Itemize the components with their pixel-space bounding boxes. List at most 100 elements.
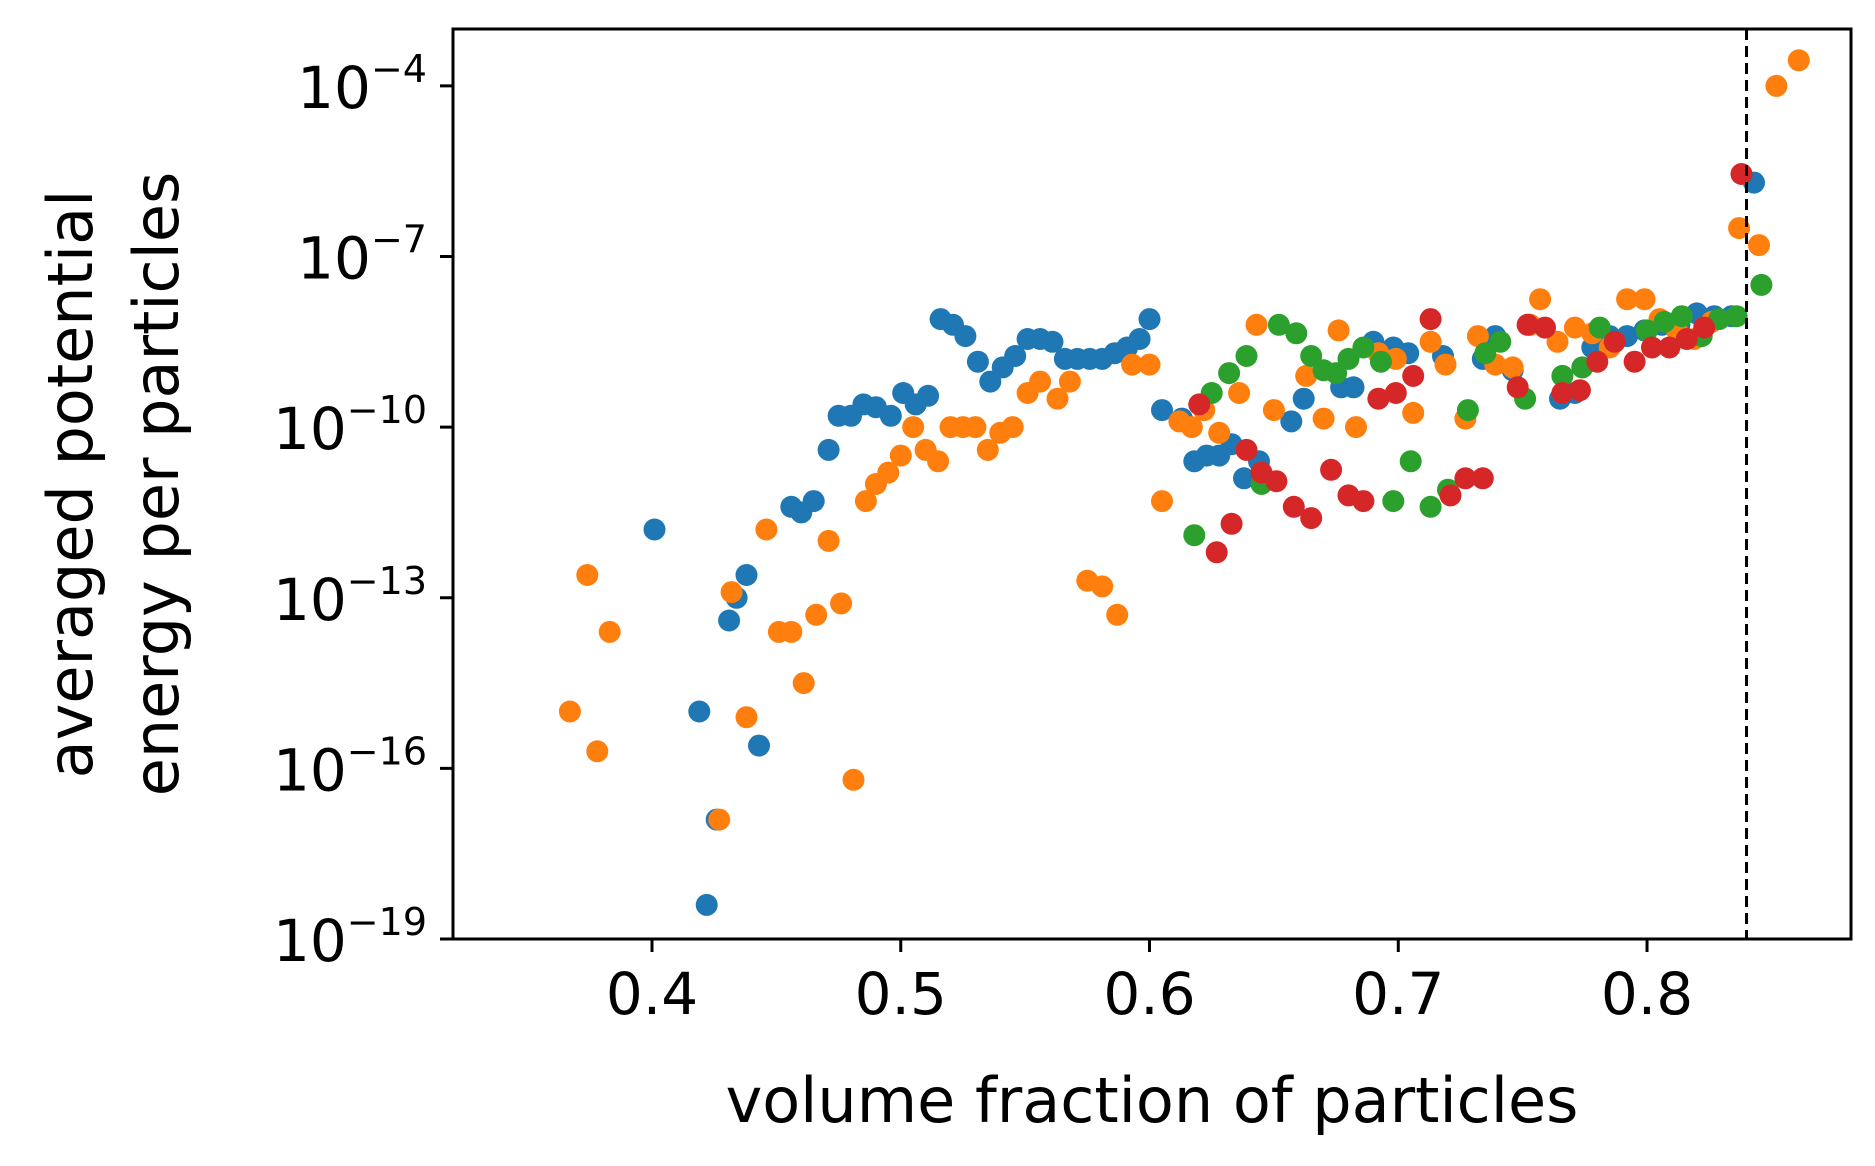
data-point <box>1327 319 1350 342</box>
data-point <box>1653 310 1676 333</box>
x-tick-label: 0.7 <box>1352 960 1444 1028</box>
data-point <box>917 384 940 407</box>
data-point <box>1205 541 1228 564</box>
data-point <box>1402 364 1425 387</box>
data-point <box>842 768 865 791</box>
x-ticks: 0.4 0.5 0.6 0.7 0.8 <box>606 939 1693 1028</box>
data-point <box>1151 490 1173 513</box>
data-point <box>1267 313 1290 336</box>
data-point <box>879 404 902 427</box>
data-point <box>586 740 609 763</box>
data-point <box>1183 524 1206 547</box>
data-point <box>830 592 853 615</box>
data-point <box>1730 163 1753 185</box>
data-point <box>1367 387 1390 410</box>
data-point <box>643 518 666 541</box>
data-point <box>1001 416 1024 439</box>
data-point <box>1233 467 1255 490</box>
data-point <box>755 518 778 541</box>
y-tick-label: 10−19 <box>273 900 427 975</box>
y-tick-label: 10−7 <box>297 218 427 293</box>
data-point <box>927 450 950 473</box>
data-point <box>802 490 825 513</box>
data-point <box>1208 421 1231 444</box>
data-point <box>780 620 803 643</box>
data-point <box>1218 362 1241 385</box>
data-point <box>718 609 741 632</box>
data-point <box>1748 234 1770 257</box>
data-point <box>1382 490 1405 513</box>
data-point <box>1675 328 1698 350</box>
data-point <box>1262 399 1285 422</box>
plot-frame <box>451 27 1853 941</box>
x-tick-label: 0.4 <box>606 960 698 1028</box>
data-point <box>1568 379 1591 402</box>
data-point <box>1765 74 1788 97</box>
data-point <box>1399 450 1422 473</box>
data-point <box>1235 345 1258 367</box>
data-point <box>854 490 877 513</box>
data-point <box>1228 382 1251 404</box>
data-point <box>708 808 731 831</box>
data-point <box>1693 316 1716 339</box>
data-point <box>1106 603 1129 626</box>
y-axis-label-line-1: averaged potential <box>34 190 107 779</box>
data-point <box>1551 364 1574 387</box>
data-point <box>1091 575 1114 598</box>
data-point <box>792 672 815 695</box>
data-point <box>1345 416 1367 439</box>
data-point <box>902 416 925 439</box>
data-point <box>1750 273 1773 296</box>
y-tick-label: 10−10 <box>273 388 427 463</box>
y-axis-label-line-2: energy per particles <box>120 172 193 797</box>
data-point <box>1454 467 1477 490</box>
data-point <box>1633 288 1656 311</box>
data-point <box>1029 370 1052 393</box>
data-point <box>1419 308 1442 331</box>
data-point <box>1588 316 1611 339</box>
data-point <box>576 564 599 586</box>
y-tick-label: 10−4 <box>297 47 427 122</box>
data-point <box>695 893 718 916</box>
data-point <box>1434 353 1457 376</box>
data-point <box>1529 288 1552 311</box>
data-point <box>1623 350 1646 373</box>
data-point <box>1419 495 1442 518</box>
data-point <box>1041 330 1064 353</box>
data-point <box>1787 49 1810 72</box>
data-point <box>1506 376 1529 399</box>
data-point <box>817 438 840 461</box>
data-point <box>1456 399 1479 422</box>
data-point <box>1285 322 1308 345</box>
data-point <box>1725 305 1748 328</box>
x-tick-label: 0.8 <box>1601 960 1693 1028</box>
data-point <box>1235 438 1258 461</box>
data-point <box>979 370 1002 393</box>
data-point <box>1280 410 1303 433</box>
data-point <box>1474 342 1497 365</box>
data-point <box>966 350 989 373</box>
data-point <box>1046 387 1069 410</box>
data-point <box>1419 330 1442 353</box>
x-tick-label: 0.5 <box>855 960 947 1028</box>
data-point <box>1489 330 1512 353</box>
data-point <box>1586 350 1609 373</box>
data-point <box>748 734 770 757</box>
data-point <box>1369 350 1392 373</box>
data-point <box>1516 313 1539 336</box>
data-point <box>1563 316 1586 339</box>
data-point <box>1439 484 1462 507</box>
data-point <box>1352 336 1375 359</box>
data-point <box>1121 353 1144 376</box>
data-point <box>1551 382 1574 404</box>
x-tick-label: 0.6 <box>1103 960 1195 1028</box>
data-point <box>1265 470 1288 493</box>
data-point <box>1641 336 1663 359</box>
data-point <box>954 325 977 348</box>
data-point <box>1128 328 1151 350</box>
y-ticks: 10−19 10−16 10−13 10−10 10−7 10−4 <box>273 47 453 975</box>
data-point <box>1138 353 1161 376</box>
data-point <box>964 416 987 439</box>
points-layer <box>558 49 1810 916</box>
data-point <box>1636 319 1658 342</box>
